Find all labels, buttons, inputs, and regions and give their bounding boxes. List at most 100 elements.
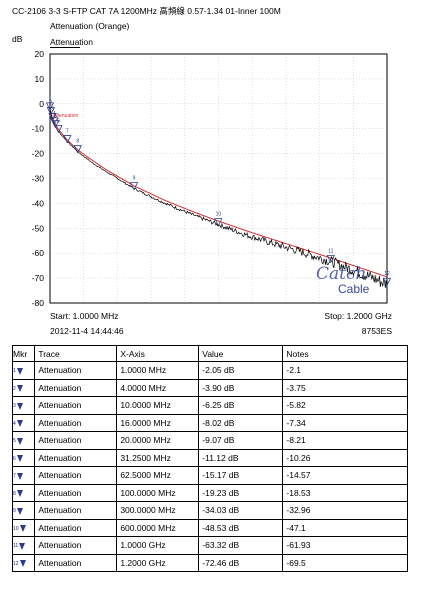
marker-triangle-icon — [16, 455, 23, 462]
x-axis-cell: 20.0000 MHz — [116, 431, 200, 450]
table-row: 10 Attenuation 600.0000 MHz -48.53 dB -47.1 — [11, 518, 408, 537]
marker-label: 7 — [66, 129, 69, 135]
marker-number: 7 — [13, 473, 16, 479]
notes-cell: -32.96 — [282, 501, 408, 520]
marker-table: Mkr Trace X-Axis Value Notes 1 Attenuatio… — [11, 345, 408, 572]
y-tick-label: -40 — [32, 198, 45, 208]
value-cell: -48.53 dB — [198, 518, 284, 537]
x-axis-cell: 100.0000 MHz — [116, 483, 200, 502]
attenuation-chart: 20 10 0 -10 -20 -30 -40 -50 -60 -70 -80 Attenuation… — [32, 49, 392, 308]
value-cell: -8.02 dB — [198, 413, 284, 432]
chart-subtitle: Attenuation (Orange) — [50, 21, 130, 31]
trace-cell: Attenuation — [34, 518, 118, 537]
marker-label: 9 — [133, 176, 136, 182]
trace-cell: Attenuation — [34, 536, 118, 555]
marker-number: 2 — [13, 385, 16, 392]
x-axis-cell: 31.2500 MHz — [116, 448, 200, 467]
value-cell: -2.05 dB — [198, 361, 284, 380]
header-value: Value — [198, 345, 284, 362]
marker-number: 10 — [13, 525, 19, 532]
marker-triangle-icon — [16, 367, 23, 375]
trace-cell: Attenuation — [34, 431, 118, 450]
value-cell: -15.17 dB — [198, 466, 284, 485]
marker-number: 4 — [13, 420, 16, 427]
timestamp: 2012-11-4 14:44:46 — [50, 326, 124, 336]
trace-cell: Attenuation — [34, 413, 118, 432]
notes-cell: -10.26 — [282, 448, 408, 467]
value-cell: -63.32 dB — [198, 536, 284, 555]
marker-triangle — [51, 119, 60, 129]
marker-cell: 6 — [11, 448, 36, 467]
value-cell: -6.25 dB — [198, 396, 284, 415]
marker-triangle — [382, 277, 392, 287]
marker-triangle-icon — [19, 542, 26, 550]
marker-triangle-icon — [16, 472, 23, 480]
limit-line-label: Attenuation — [53, 113, 79, 119]
x-axis-cell: 1.0000 MHz — [116, 361, 200, 380]
marker-cell: 1 — [11, 361, 36, 380]
trace-cell: Attenuation — [34, 466, 118, 485]
trace-cell: Attenuation — [34, 448, 118, 467]
trace-cell: Attenuation — [34, 361, 118, 380]
y-tick-label: -50 — [32, 223, 45, 233]
marker-triangle — [45, 102, 55, 111]
marker-cell: 11 — [11, 536, 36, 555]
marker-triangle-icon — [16, 385, 23, 392]
notes-cell: -69.5 — [282, 553, 408, 572]
table-row: 8 Attenuation 100.0000 MHz -19.23 dB -18.53 — [11, 483, 408, 502]
notes-cell: -2.1 — [282, 361, 408, 380]
logo-line-2: Cable — [338, 282, 370, 296]
header-trace: Trace — [34, 345, 118, 362]
marker-number: 1 — [13, 368, 16, 374]
x-axis-cell: 10.0000 MHz — [116, 396, 200, 415]
marker-triangle — [73, 145, 82, 154]
table-row: 5 Attenuation 20.0000 MHz -9.07 dB -8.21 — [11, 431, 408, 450]
start-frequency: Start: 1.0000 MHz — [50, 311, 119, 321]
y-tick-label: 20 — [35, 49, 45, 59]
logo-line-1: Catch — [316, 264, 367, 284]
notes-cell: -7.34 — [282, 413, 408, 432]
header-notes: Notes — [282, 345, 408, 362]
marker-triangle-icon — [16, 507, 23, 515]
x-axis-cell: 62.5000 MHz — [116, 466, 200, 485]
marker-label: 8 — [76, 139, 79, 145]
marker-number: 8 — [13, 490, 16, 497]
marker-cell: 5 — [11, 431, 36, 450]
y-tick-label: -70 — [32, 273, 45, 283]
marker-triangle — [46, 107, 55, 116]
trace-cell: Attenuation — [34, 553, 118, 572]
legend-label: Attenuation — [50, 37, 94, 47]
marker-number: 11 — [13, 543, 19, 549]
legend-swatch — [50, 47, 80, 48]
header-x-axis: X-Axis — [116, 345, 200, 362]
table-row: 1 Attenuation 1.0000 MHz -2.05 dB -2.1 — [11, 361, 408, 380]
x-axis-cell: 600.0000 MHz — [116, 518, 200, 537]
notes-cell: -61.93 — [282, 536, 408, 555]
marker-label: 1 — [49, 96, 52, 102]
value-cell: -11.12 dB — [198, 448, 284, 467]
x-axis-cell: 16.0000 MHz — [116, 413, 200, 432]
marker-cell: 7 — [11, 466, 36, 485]
table-row: 3 Attenuation 10.0000 MHz -6.25 dB -5.82 — [11, 396, 408, 415]
marker-label: 6 — [57, 118, 60, 124]
table-row: 2 Attenuation 4.0000 MHz -3.90 dB -3.75 — [11, 378, 408, 397]
marker-number: 9 — [13, 508, 16, 514]
notes-cell: -47.1 — [282, 518, 408, 537]
stop-frequency: Stop: 1.2000 GHz — [324, 311, 392, 321]
trace-cell: Attenuation — [34, 483, 118, 502]
marker-label: 3 — [51, 106, 54, 112]
value-cell: -34.03 dB — [198, 501, 284, 520]
value-cell: -19.23 dB — [198, 483, 284, 502]
marker-number: 6 — [13, 455, 16, 462]
marker-triangle — [214, 218, 223, 227]
x-axis-cell: 300.0000 MHz — [116, 501, 200, 520]
table-row: 7 Attenuation 62.5000 MHz -15.17 dB -14.57 — [11, 466, 408, 485]
marker-cell: 10 — [11, 518, 36, 537]
table-row: 9 Attenuation 300.0000 MHz -34.03 dB -32.96 — [11, 501, 408, 520]
marker-triangle — [63, 135, 72, 144]
x-axis-cell: 1.0000 GHz — [116, 536, 200, 555]
marker-cell: 9 — [11, 501, 36, 520]
value-cell: -3.90 dB — [198, 378, 284, 397]
marker-triangle — [326, 255, 335, 264]
marker-cell: 8 — [11, 483, 36, 502]
